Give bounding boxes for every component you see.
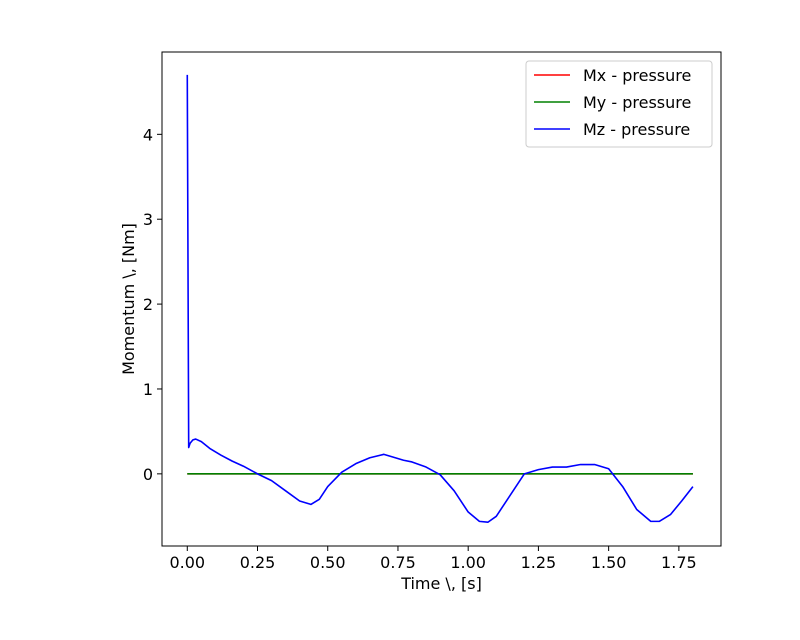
y-axis-label: Momentum \, [Nm] [119, 223, 138, 375]
y-tick-label: 0 [143, 465, 153, 484]
legend: Mx - pressure My - pressure Mz - pressure [525, 60, 713, 148]
y-tick-label: 2 [143, 295, 153, 314]
axes: 0.00 0.25 0.50 0.75 1.00 1.25 1.50 1.75 0 1 2 3 4 [143, 51, 722, 572]
legend-label-mz-pressure: Mz - pressure [583, 120, 690, 139]
axes-frame [161, 51, 722, 547]
x-tick-label: 0.00 [169, 553, 205, 572]
legend-box [525, 60, 713, 148]
legend-label-my-pressure: My - pressure [583, 93, 691, 112]
x-tick-label: 1.75 [661, 553, 697, 572]
legend-label-mx-pressure: Mx - pressure [583, 66, 691, 85]
x-tick-label: 0.50 [310, 553, 346, 572]
x-tick-label: 0.25 [240, 553, 276, 572]
x-axis-label: Time \, [s] [400, 574, 482, 593]
y-tick-label: 4 [143, 125, 153, 144]
series-line-mz-pressure [186, 74, 694, 524]
x-tick-label: 0.75 [380, 553, 416, 572]
x-tick-label: 1.00 [450, 553, 486, 572]
y-tick-label: 3 [143, 210, 153, 229]
plot-area [186, 74, 694, 524]
x-tick-label: 1.25 [521, 553, 557, 572]
x-tick-label: 1.50 [591, 553, 627, 572]
y-tick-label: 1 [143, 380, 153, 399]
